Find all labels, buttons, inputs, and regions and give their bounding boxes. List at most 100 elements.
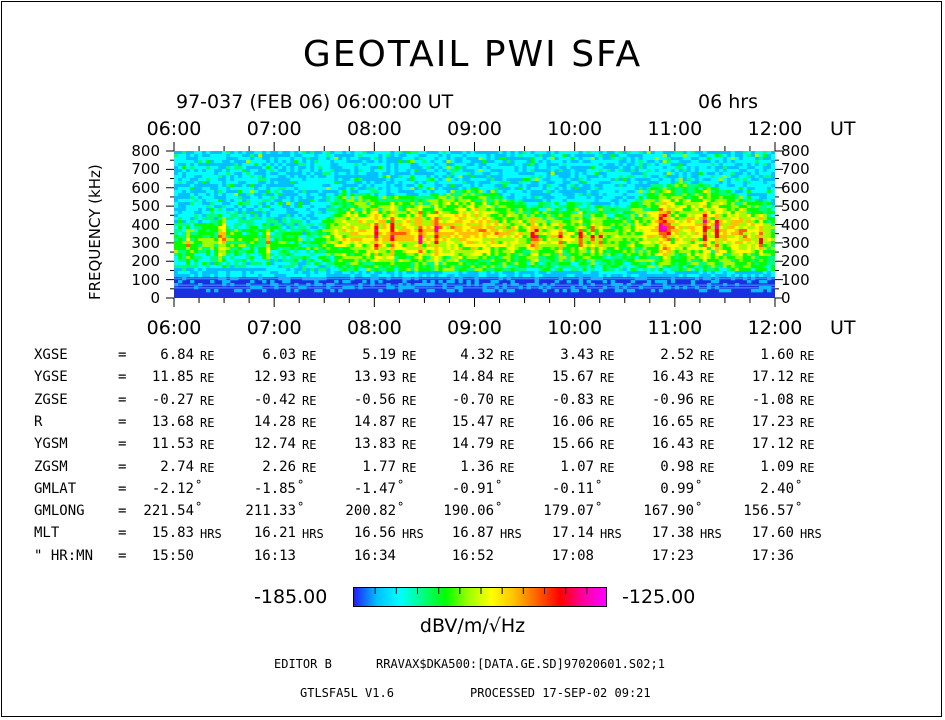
- spectrogram-cell: [590, 175, 595, 179]
- spectrogram-cell: [422, 274, 427, 278]
- spectrogram-cell: [570, 226, 575, 230]
- spectrogram-cell: [290, 271, 295, 275]
- spectrogram-cell: [394, 166, 399, 170]
- spectrogram-cell: [606, 271, 612, 275]
- spectrogram-cell: [570, 199, 575, 203]
- spectrogram-cell: [554, 214, 559, 218]
- spectrogram-cell: [334, 190, 339, 194]
- spectrogram-cell: [206, 169, 211, 173]
- spectrogram-cell: [302, 175, 307, 179]
- spectrogram-cell: [266, 223, 271, 227]
- spectrogram-cell: [386, 160, 391, 164]
- spectrogram-cell: [534, 274, 539, 278]
- spectrogram-cell: [490, 211, 495, 215]
- spectrogram-cell: [362, 178, 367, 182]
- spectrogram-cell: [414, 274, 419, 278]
- spectrogram-cell: [622, 259, 628, 263]
- spectrogram-cell: [626, 166, 632, 170]
- spectrogram-cell: [322, 211, 327, 215]
- spectrogram-cell: [626, 217, 632, 221]
- spectrogram-cell: [294, 163, 299, 167]
- spectrogram-cell: [482, 199, 487, 203]
- spectrogram-cell: [458, 157, 463, 161]
- spectrogram-cell: [246, 232, 251, 236]
- spectrogram-cell: [418, 163, 423, 167]
- spectrogram-cell: [590, 229, 595, 233]
- spectrogram-cell: [322, 232, 327, 236]
- spectrogram-cell: [454, 217, 459, 221]
- spectrogram-cell: [442, 205, 447, 209]
- spectrogram-cell: [498, 274, 503, 278]
- spectrogram-cell: [394, 256, 399, 260]
- spectrogram-cell: [430, 193, 435, 197]
- spectrogram-cell: [238, 238, 243, 242]
- spectrogram-cell: [538, 172, 543, 176]
- spectrogram-cell: [222, 256, 227, 260]
- spectrogram-cell: [278, 274, 283, 278]
- spectrogram-cell: [378, 202, 383, 206]
- spectrogram-cell: [470, 163, 475, 167]
- spectrogram-cell: [314, 289, 319, 293]
- spectrogram-cell: [458, 205, 463, 209]
- spectrogram-cell: [450, 187, 455, 191]
- spectrogram-cell: [386, 166, 391, 170]
- spectrogram-cell: [286, 202, 291, 206]
- spectrogram-cell: [562, 268, 567, 272]
- spectrogram-cell: [234, 232, 239, 236]
- spectrogram-cell: [186, 175, 191, 179]
- spectrogram-cell: [318, 259, 323, 263]
- spectrogram-cell: [518, 184, 523, 188]
- spectrogram-cell: [310, 151, 315, 155]
- spectrogram-cell: [494, 151, 499, 155]
- spectrogram-cell: [426, 178, 431, 182]
- spectrogram-cell: [570, 220, 575, 224]
- spectrogram-cell: [334, 175, 339, 179]
- spectrogram-cell: [342, 271, 347, 275]
- spectrogram-cell: [194, 262, 199, 266]
- spectrogram-cell: [366, 190, 371, 194]
- spectrogram-cell: [590, 151, 595, 155]
- spectrogram-cell: [486, 184, 491, 188]
- spectrogram-cell: [230, 181, 235, 185]
- spectrogram-cell: [186, 259, 191, 263]
- spectrogram-cell: [410, 244, 415, 248]
- spectrogram-cell: [222, 190, 227, 194]
- spectrogram-cell: [214, 262, 219, 266]
- spectrogram-cell: [610, 202, 616, 206]
- spectrogram-cell: [462, 229, 467, 233]
- spectrogram-cell: [270, 223, 275, 227]
- spectrogram-cell: [222, 181, 227, 185]
- spectrogram-cell: [234, 205, 239, 209]
- spectrogram-cell: [330, 175, 335, 179]
- spectrogram-cell: [450, 190, 455, 194]
- spectrogram-cell: [346, 280, 351, 284]
- spectrogram-cell: [390, 265, 395, 269]
- spectrogram-cell: [178, 250, 183, 254]
- spectrogram-cell: [442, 202, 447, 206]
- spectrogram-cell: [390, 259, 395, 263]
- spectrogram-cell: [290, 253, 295, 257]
- spectrogram-cell: [458, 160, 463, 164]
- spectrogram-cell: [350, 268, 355, 272]
- spectrogram-cell: [474, 259, 479, 263]
- spectrogram-cell: [254, 259, 259, 263]
- spectrogram-cell: [222, 196, 227, 200]
- spectrogram-cell: [342, 238, 347, 242]
- spectrogram-cell: [426, 244, 431, 248]
- spectrogram-cell: [582, 154, 587, 158]
- spectrogram-cell: [330, 151, 335, 155]
- spectrogram-cell: [606, 262, 612, 266]
- spectrogram-cell: [218, 151, 223, 155]
- spectrogram-cell: [334, 184, 339, 188]
- spectrogram-cell: [422, 166, 427, 170]
- spectrogram-cell: [390, 223, 395, 227]
- spectrogram-cell: [222, 262, 227, 266]
- spectrogram-cell: [414, 184, 419, 188]
- spectrogram-cell: [298, 271, 303, 275]
- spectrogram-cell: [554, 178, 559, 182]
- spectrogram-cell: [286, 154, 291, 158]
- spectrogram-cell: [346, 154, 351, 158]
- spectrogram-cell: [526, 223, 531, 227]
- spectrogram-cell: [254, 241, 259, 245]
- spectrogram-cell: [474, 250, 479, 254]
